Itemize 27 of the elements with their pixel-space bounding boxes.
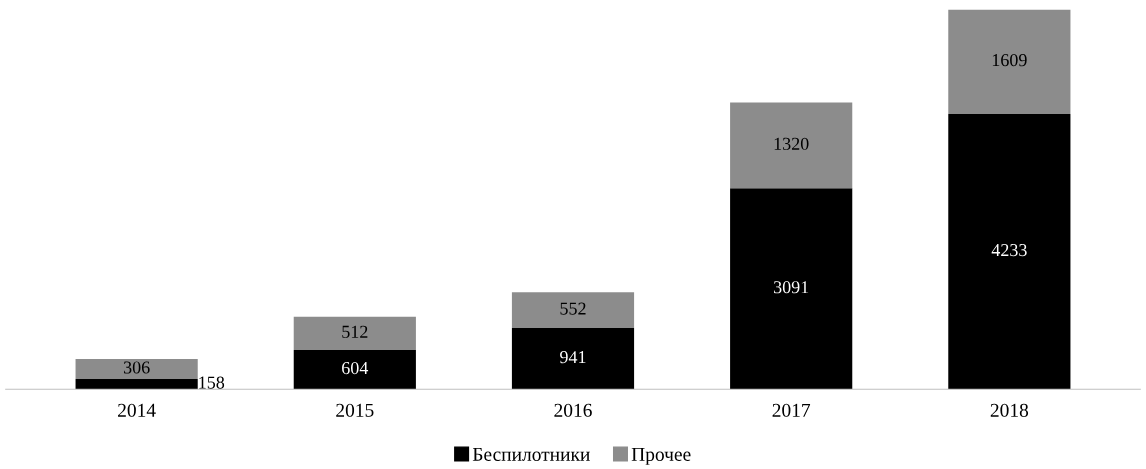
bar (948, 9, 1071, 115)
data-label: 941 (560, 351, 586, 364)
x-tick-label: 2014 (118, 403, 156, 417)
data-label: 3091 (773, 281, 809, 294)
data-label: 512 (342, 325, 368, 338)
data-label: 552 (560, 302, 586, 315)
data-label: 158 (199, 376, 225, 389)
bar (75, 359, 198, 379)
data-label: 604 (342, 361, 369, 375)
legend-label: Беспилотники (472, 447, 590, 461)
bar (293, 316, 416, 350)
data-label: 306 (123, 361, 150, 374)
data-label: 1609 (992, 54, 1027, 67)
bar (730, 188, 853, 390)
bar (511, 292, 635, 329)
x-tick-label: 2015 (336, 403, 374, 417)
data-label: 1320 (774, 137, 809, 150)
legend-label: Прочее (631, 447, 691, 465)
bar (948, 114, 1071, 390)
bar (730, 102, 853, 189)
x-tick-label: 2016 (554, 403, 592, 417)
x-tick-label: 2017 (772, 403, 811, 417)
bar (75, 379, 198, 390)
x-tick-label: 2018 (990, 403, 1029, 417)
bar (293, 349, 416, 390)
bar (511, 328, 635, 390)
data-label: 4233 (991, 244, 1027, 257)
